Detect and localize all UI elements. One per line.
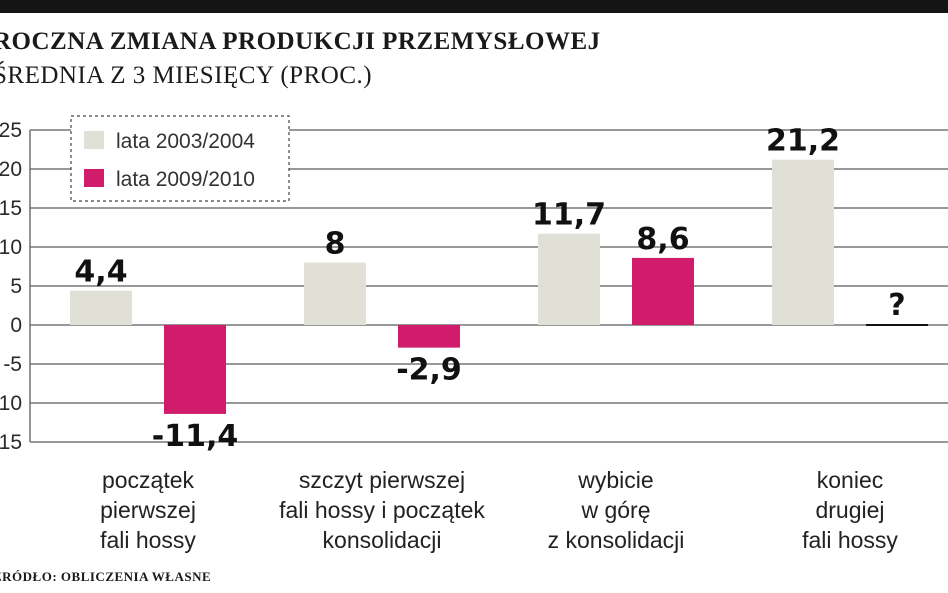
bar — [164, 325, 226, 414]
category-label: koniec — [817, 467, 883, 493]
bar — [304, 262, 366, 325]
bar-value-label: 11,7 — [532, 198, 606, 233]
y-tick-label: 5 — [10, 275, 22, 298]
source-note: ŹRÓDŁO: OBLICZENIA WŁASNE — [0, 569, 212, 584]
category-label: z konsolidacji — [548, 527, 685, 553]
legend-box — [70, 115, 290, 202]
bar-value-label: 8 — [325, 227, 346, 262]
legend-swatch — [84, 169, 104, 187]
chart-title: ROCZNA ZMIANA PRODUKCJI PRZEMYSŁOWEJ — [0, 28, 601, 55]
legend-label: lata 2003/2004 — [116, 130, 255, 153]
y-tick-label: -15 — [0, 431, 22, 454]
category-label: początek — [102, 467, 195, 493]
legend-swatch — [84, 131, 104, 149]
bar-value-label: 8,6 — [636, 222, 689, 257]
category-label: drugiej — [815, 497, 884, 523]
y-tick-label: 20 — [0, 158, 22, 181]
category-label: fali hossy i początek — [279, 497, 485, 523]
bar-value-label: -11,4 — [152, 419, 238, 454]
y-tick-label: 25 — [0, 119, 22, 142]
bar — [772, 159, 834, 325]
y-tick-label: 0 — [10, 314, 22, 337]
legend-label: lata 2009/2010 — [116, 168, 255, 191]
category-label: w górę — [580, 497, 650, 523]
bar-value-label: ? — [888, 288, 905, 323]
y-tick-label: 15 — [0, 197, 22, 220]
bar — [632, 257, 694, 325]
bar — [70, 290, 132, 325]
bar-value-label: 21,2 — [766, 124, 840, 159]
category-label: fali hossy — [100, 527, 196, 553]
category-label: szczyt pierwszej — [299, 467, 465, 493]
top-bar — [0, 0, 948, 13]
chart-subtitle: ŚREDNIA Z 3 MIESIĘCY (PROC.) — [0, 62, 373, 89]
category-label: pierwszej — [100, 497, 196, 523]
bar-value-label: -2,9 — [396, 353, 462, 388]
y-tick-label: -5 — [3, 353, 22, 376]
category-label: wybicie — [577, 467, 653, 493]
bar — [398, 325, 460, 348]
y-tick-label: -10 — [0, 392, 22, 415]
category-label: fali hossy — [802, 527, 898, 553]
category-label: konsolidacji — [323, 527, 442, 553]
y-tick-label: 10 — [0, 236, 22, 259]
bar-value-label: 4,4 — [74, 255, 127, 290]
bar — [538, 233, 600, 325]
